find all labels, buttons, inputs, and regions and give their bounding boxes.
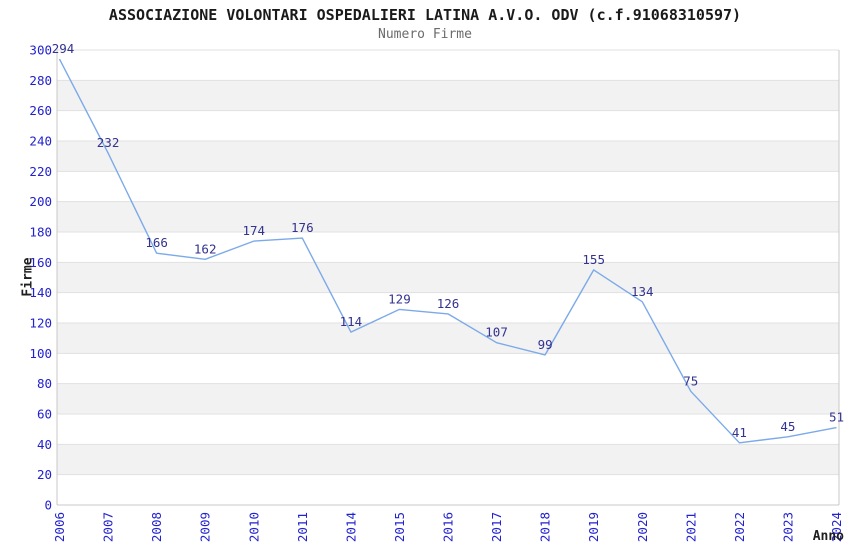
svg-text:2008: 2008: [149, 512, 164, 542]
chart-subtitle: Numero Firme: [378, 27, 472, 42]
svg-text:2011: 2011: [295, 512, 310, 542]
y-axis-tick-labels: 0 20 40 60 80 100 120 140 160 180 200 220 240 260 280 3…: [29, 43, 52, 513]
svg-text:114: 114: [340, 314, 363, 329]
svg-text:120: 120: [29, 316, 52, 331]
svg-text:166: 166: [145, 235, 168, 250]
svg-text:300: 300: [29, 43, 52, 58]
svg-text:45: 45: [780, 419, 795, 434]
svg-text:51: 51: [829, 410, 844, 425]
svg-text:2020: 2020: [635, 512, 650, 542]
svg-text:160: 160: [29, 255, 52, 270]
svg-text:140: 140: [29, 285, 52, 300]
svg-text:2022: 2022: [732, 512, 747, 542]
svg-text:220: 220: [29, 164, 52, 179]
svg-text:200: 200: [29, 194, 52, 209]
data-point-labels: 294 232 166 162 174 176 114 129 126 107 99 155 134 75…: [52, 41, 844, 440]
plot-bands: [57, 80, 839, 475]
svg-text:2006: 2006: [52, 512, 67, 542]
svg-text:2007: 2007: [101, 512, 116, 542]
svg-text:2019: 2019: [586, 512, 601, 542]
series-line: [58, 58, 837, 444]
svg-text:180: 180: [29, 225, 52, 240]
svg-text:2017: 2017: [489, 512, 504, 542]
svg-text:134: 134: [631, 284, 654, 299]
y-axis-title: Firme: [20, 257, 36, 297]
svg-text:240: 240: [29, 134, 52, 149]
svg-text:2021: 2021: [683, 512, 698, 542]
svg-text:2014: 2014: [343, 512, 358, 542]
svg-text:280: 280: [29, 73, 52, 88]
svg-text:260: 260: [29, 103, 52, 118]
svg-text:2010: 2010: [246, 512, 261, 542]
svg-text:60: 60: [37, 407, 52, 422]
svg-text:155: 155: [582, 252, 605, 267]
svg-text:126: 126: [437, 296, 460, 311]
x-axis-tick-labels: 2006 2007 2008 2009 2010 2011 2014 2015 2016 2017…: [52, 512, 844, 542]
svg-text:99: 99: [538, 337, 553, 352]
svg-text:2009: 2009: [198, 512, 213, 542]
chart-title: ASSOCIAZIONE VOLONTARI OSPEDALIERI LATIN…: [108, 6, 742, 24]
y-gridlines: [57, 49, 839, 506]
svg-text:129: 129: [388, 291, 411, 306]
svg-text:20: 20: [37, 467, 52, 482]
svg-text:80: 80: [37, 376, 52, 391]
svg-text:174: 174: [242, 223, 265, 238]
svg-text:107: 107: [485, 325, 508, 340]
svg-text:40: 40: [37, 437, 52, 452]
svg-text:2024: 2024: [829, 512, 844, 542]
svg-text:162: 162: [194, 241, 217, 256]
svg-text:2023: 2023: [780, 512, 795, 542]
svg-text:176: 176: [291, 220, 314, 235]
svg-text:232: 232: [97, 135, 120, 150]
svg-text:100: 100: [29, 346, 52, 361]
svg-text:2018: 2018: [538, 512, 553, 542]
plot-border: [56, 50, 840, 506]
svg-text:294: 294: [52, 41, 75, 56]
x-axis-title: Anno: [812, 529, 844, 544]
svg-text:2015: 2015: [392, 512, 407, 542]
svg-text:41: 41: [732, 425, 747, 440]
svg-text:0: 0: [44, 498, 52, 513]
svg-text:75: 75: [683, 373, 698, 388]
svg-text:2016: 2016: [441, 512, 456, 542]
